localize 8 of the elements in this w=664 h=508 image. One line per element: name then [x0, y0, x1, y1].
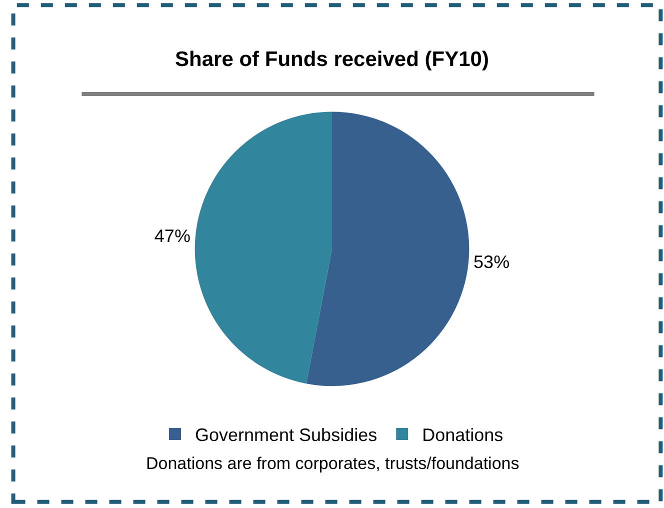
pie-slice [306, 112, 470, 386]
chart-title: Share of Funds received (FY10) [175, 48, 489, 71]
legend-label: Donations [422, 425, 504, 446]
pie-slice [194, 112, 332, 384]
data-label: 53% [474, 252, 510, 272]
legend-label: Government Subsidies [195, 425, 378, 446]
text: Donations are from corporates, trusts/foundations [146, 454, 520, 473]
data-label: 47% [154, 226, 190, 246]
